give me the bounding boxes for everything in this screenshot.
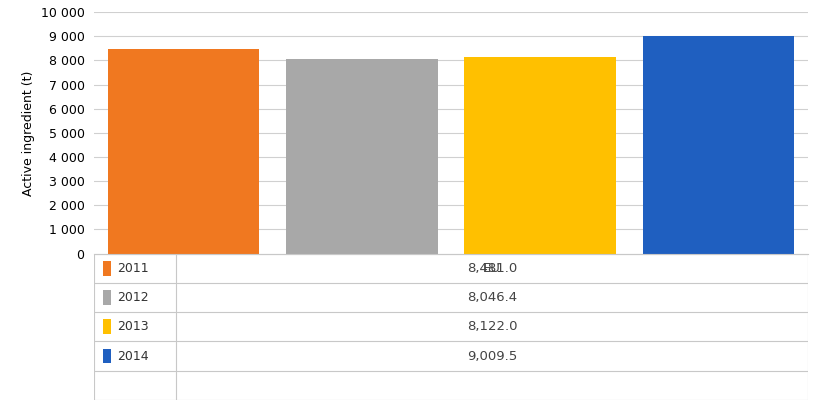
Bar — [102, 349, 111, 363]
Text: 2011: 2011 — [117, 262, 148, 275]
Text: 8,481.0: 8,481.0 — [466, 262, 517, 275]
Bar — [286, 59, 437, 254]
Y-axis label: Active ingredient (t): Active ingredient (t) — [22, 70, 35, 196]
Text: 8,122.0: 8,122.0 — [466, 320, 517, 333]
Bar — [102, 261, 111, 276]
Bar — [642, 36, 794, 254]
Bar — [464, 57, 615, 254]
Text: 9,009.5: 9,009.5 — [466, 349, 517, 362]
Text: EU: EU — [482, 262, 500, 275]
Text: 8,046.4: 8,046.4 — [466, 291, 517, 304]
Bar — [102, 290, 111, 305]
Bar — [102, 320, 111, 334]
Text: 2014: 2014 — [117, 349, 148, 362]
Bar — [107, 49, 259, 254]
Text: 2012: 2012 — [117, 291, 148, 304]
Text: 2013: 2013 — [117, 320, 148, 333]
